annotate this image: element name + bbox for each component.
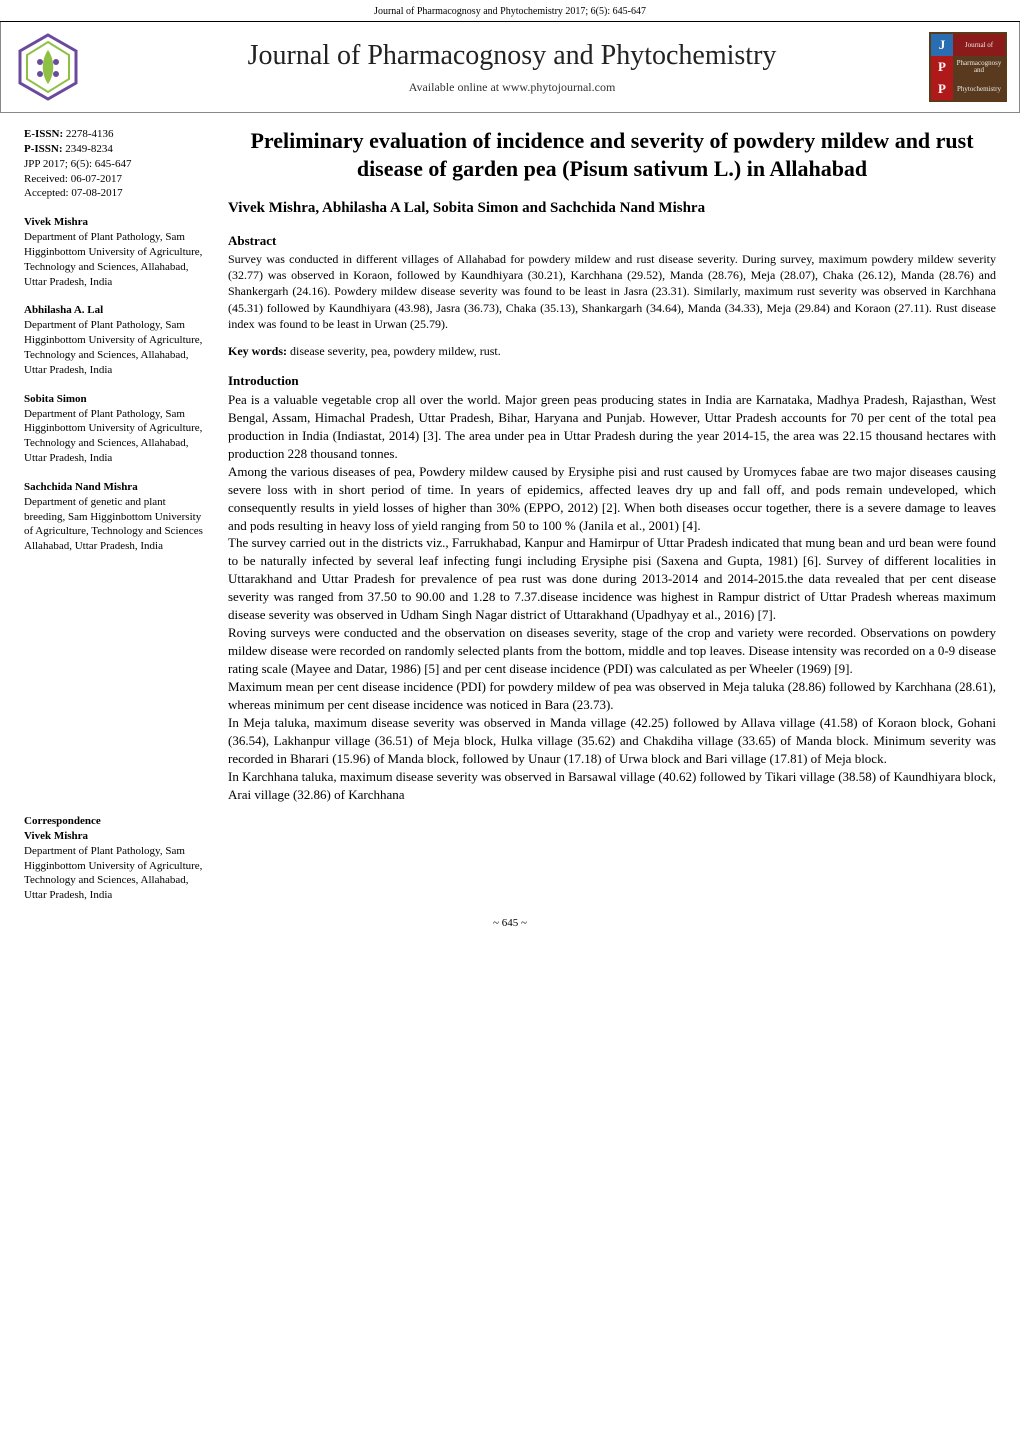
keywords: Key words: disease severity, pea, powder… bbox=[228, 344, 996, 359]
correspondence-affil: Department of Plant Pathology, Sam Higgi… bbox=[24, 844, 208, 903]
keywords-text: disease severity, pea, powdery mildew, r… bbox=[290, 344, 501, 358]
pissn-label: P-ISSN: bbox=[24, 143, 63, 155]
intro-paragraph: Among the various diseases of pea, Powde… bbox=[228, 463, 996, 535]
journal-url: Available online at www.phytojournal.com bbox=[95, 80, 929, 95]
sidebar-author-affil: Department of Plant Pathology, Sam Higgi… bbox=[24, 318, 208, 377]
sidebar-author-affil: Department of genetic and plant breeding… bbox=[24, 495, 208, 554]
intro-paragraph: In Karchhana taluka, maximum disease sev… bbox=[228, 768, 996, 804]
issn-meta: E-ISSN: 2278-4136 P-ISSN: 2349-8234 JPP … bbox=[24, 127, 208, 201]
jpp-word: Journal of bbox=[953, 34, 1005, 56]
jpp-badge-icon: JJournal ofPPharmacognosy andPPhytochemi… bbox=[929, 32, 1007, 102]
received-date: Received: 06-07-2017 bbox=[24, 172, 208, 187]
keywords-label: Key words: bbox=[228, 344, 287, 358]
jpp-letter: P bbox=[931, 78, 953, 100]
abstract-body: Survey was conducted in different villag… bbox=[228, 251, 996, 332]
accepted-date: Accepted: 07-08-2017 bbox=[24, 186, 208, 201]
sidebar-author-name: Sobita Simon bbox=[24, 392, 208, 407]
intro-paragraph: Roving surveys were conducted and the ob… bbox=[228, 624, 996, 678]
page-number: ~ 645 ~ bbox=[0, 903, 1020, 939]
sidebar-author-name: Vivek Mishra bbox=[24, 215, 208, 230]
correspondence-heading: Correspondence bbox=[24, 814, 208, 829]
intro-paragraph: The survey carried out in the districts … bbox=[228, 534, 996, 624]
eissn-label: E-ISSN: bbox=[24, 128, 63, 140]
jpp-letter: J bbox=[931, 34, 953, 56]
paper-title: Preliminary evaluation of incidence and … bbox=[228, 127, 996, 182]
jpp-letter: P bbox=[931, 56, 953, 78]
sidebar: E-ISSN: 2278-4136 P-ISSN: 2349-8234 JPP … bbox=[24, 127, 224, 903]
jpp-word: Pharmacognosy and bbox=[953, 56, 1005, 78]
sidebar-author-affil: Department of Plant Pathology, Sam Higgi… bbox=[24, 407, 208, 466]
sidebar-author: Abhilasha A. LalDepartment of Plant Path… bbox=[24, 303, 208, 377]
journal-banner: Journal of Pharmacognosy and Phytochemis… bbox=[0, 22, 1020, 113]
journal-logo-icon bbox=[13, 32, 83, 102]
sidebar-author-affil: Department of Plant Pathology, Sam Higgi… bbox=[24, 230, 208, 289]
sidebar-author-name: Sachchida Nand Mishra bbox=[24, 480, 208, 495]
sidebar-author: Sachchida Nand MishraDepartment of genet… bbox=[24, 480, 208, 554]
running-header: Journal of Pharmacognosy and Phytochemis… bbox=[0, 0, 1020, 22]
correspondence-block: Correspondence Vivek Mishra Department o… bbox=[24, 814, 208, 903]
sidebar-author-name: Abhilasha A. Lal bbox=[24, 303, 208, 318]
pissn-value: 2349-8234 bbox=[65, 143, 113, 155]
intro-paragraph: In Meja taluka, maximum disease severity… bbox=[228, 714, 996, 768]
jpp-word: Phytochemistry bbox=[953, 78, 1005, 100]
sidebar-author: Vivek MishraDepartment of Plant Patholog… bbox=[24, 215, 208, 289]
intro-paragraph: Maximum mean per cent disease incidence … bbox=[228, 678, 996, 714]
intro-paragraph: Pea is a valuable vegetable crop all ove… bbox=[228, 391, 996, 463]
authors-line: Vivek Mishra, Abhilasha A Lal, Sobita Si… bbox=[228, 200, 996, 217]
sidebar-author: Sobita SimonDepartment of Plant Patholog… bbox=[24, 392, 208, 466]
correspondence-name: Vivek Mishra bbox=[24, 829, 208, 844]
introduction-heading: Introduction bbox=[228, 373, 996, 389]
eissn-value: 2278-4136 bbox=[66, 128, 114, 140]
introduction-body: Pea is a valuable vegetable crop all ove… bbox=[228, 391, 996, 804]
abstract-heading: Abstract bbox=[228, 233, 996, 249]
main-column: Preliminary evaluation of incidence and … bbox=[224, 127, 996, 903]
jpp-issue: JPP 2017; 6(5): 645-647 bbox=[24, 157, 208, 172]
journal-title: Journal of Pharmacognosy and Phytochemis… bbox=[95, 40, 929, 72]
